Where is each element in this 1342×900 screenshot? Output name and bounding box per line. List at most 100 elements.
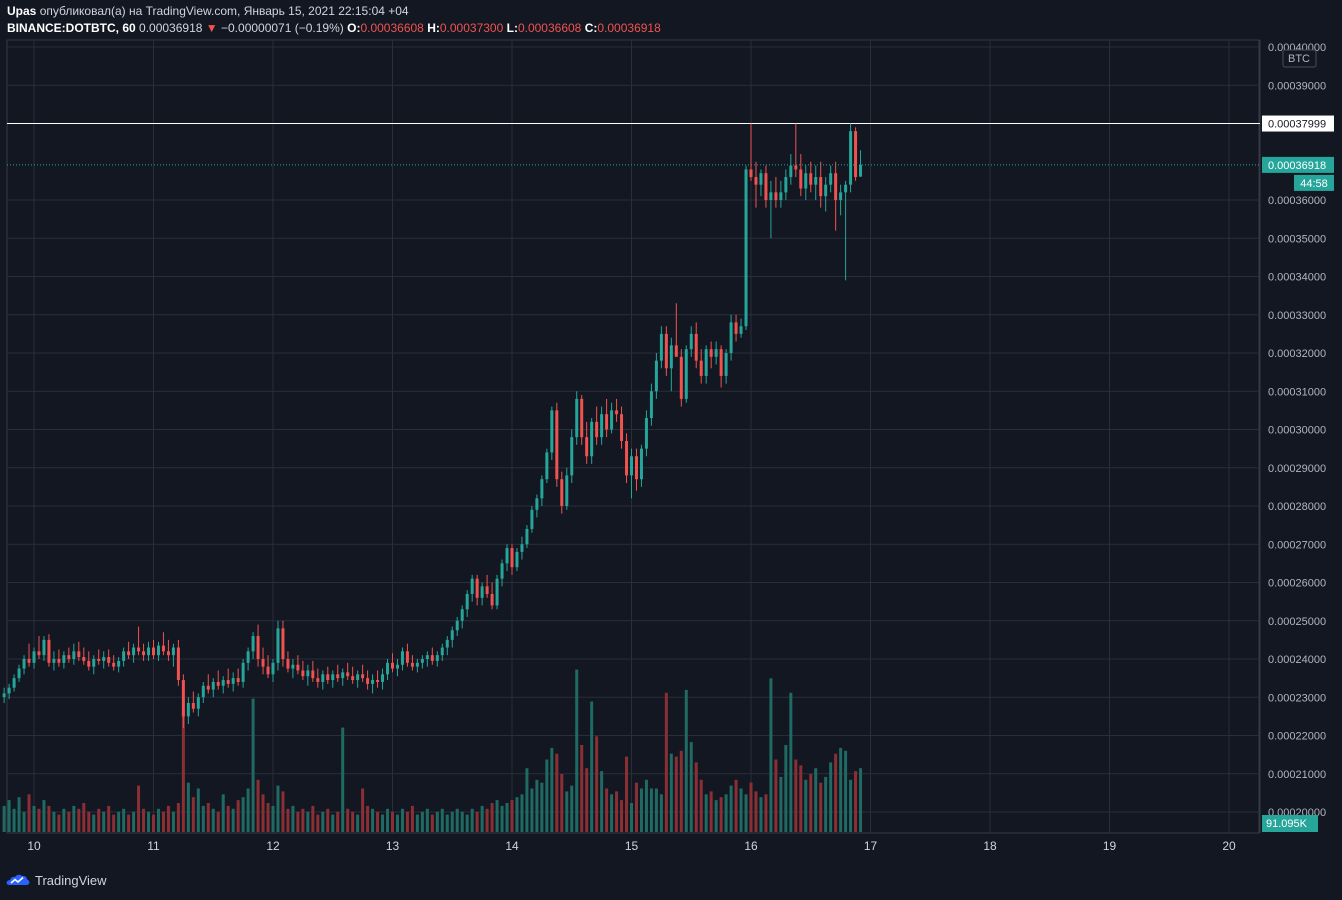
candle-body bbox=[639, 448, 643, 480]
candle-body bbox=[296, 664, 300, 671]
candle-body bbox=[311, 670, 315, 679]
volume-bar bbox=[122, 808, 126, 832]
volume-bar bbox=[445, 814, 449, 832]
candle-body bbox=[415, 662, 419, 667]
volume-bar bbox=[560, 774, 564, 832]
candle-body bbox=[132, 647, 136, 656]
candle-body bbox=[515, 551, 519, 568]
volume-bar bbox=[127, 814, 131, 832]
candle-body bbox=[391, 662, 394, 669]
low-label: L: bbox=[506, 21, 518, 35]
candle-body bbox=[470, 578, 474, 594]
candle-body bbox=[251, 636, 255, 652]
candle-body bbox=[600, 414, 604, 438]
tradingview-brand[interactable]: TradingView bbox=[35, 872, 107, 888]
candle-body bbox=[779, 192, 783, 200]
candle-body bbox=[610, 410, 614, 430]
volume-bar bbox=[256, 779, 260, 832]
volume-bar bbox=[321, 811, 325, 832]
candle-body bbox=[226, 680, 230, 684]
candle-body bbox=[605, 414, 609, 430]
candle-body bbox=[495, 578, 499, 606]
candle-body bbox=[395, 664, 399, 669]
volume-bar bbox=[415, 814, 419, 832]
symbol-legend: BINANCE:DOTBTC, 60 0.00036918 ▼ −0.00000… bbox=[7, 21, 661, 35]
candle-body bbox=[654, 360, 658, 392]
candle-body bbox=[809, 173, 813, 185]
volume-bar bbox=[171, 811, 175, 832]
x-tick-label: 13 bbox=[386, 839, 400, 853]
volume-bar bbox=[634, 782, 638, 832]
candle-body bbox=[644, 418, 648, 449]
candle-body bbox=[97, 659, 101, 661]
price-chart[interactable]: 0.000400000.000390000.000360000.00035000… bbox=[0, 0, 1342, 866]
candle-body bbox=[649, 391, 653, 419]
horizontal-line-label: 0.00037999 bbox=[1268, 119, 1326, 131]
symbol-name[interactable]: BINANCE:DOTBTC, 60 bbox=[7, 21, 136, 35]
volume-bar bbox=[854, 771, 858, 832]
candle-body bbox=[759, 173, 763, 185]
candle-body bbox=[22, 659, 26, 669]
author-name[interactable]: Upas bbox=[7, 4, 37, 18]
volume-bar bbox=[221, 794, 225, 832]
candle-body bbox=[72, 651, 76, 659]
candle-body bbox=[570, 437, 574, 476]
volume-bar bbox=[161, 811, 165, 832]
volume-bar bbox=[326, 808, 330, 832]
volume-bar bbox=[709, 791, 713, 832]
candle-body bbox=[535, 498, 539, 510]
volume-bar bbox=[610, 794, 614, 832]
volume-bar bbox=[625, 756, 629, 832]
candle-body bbox=[754, 177, 758, 185]
volume-bar bbox=[147, 811, 151, 832]
candle-body bbox=[196, 697, 200, 709]
volume-bar bbox=[341, 727, 345, 832]
volume-bar bbox=[376, 811, 380, 832]
volume-bar bbox=[67, 811, 71, 832]
candle-body bbox=[67, 655, 71, 659]
volume-bar bbox=[759, 797, 763, 832]
volume-bar bbox=[142, 808, 146, 832]
y-tick-label: 0.00034000 bbox=[1268, 272, 1326, 284]
volume-bar bbox=[550, 747, 554, 832]
volume-bar bbox=[664, 692, 668, 832]
volume-bar bbox=[490, 803, 494, 832]
candle-body bbox=[440, 647, 444, 656]
high-label: H: bbox=[427, 21, 440, 35]
candle-body bbox=[699, 360, 703, 376]
candle-body bbox=[659, 333, 663, 361]
plot-area bbox=[6, 39, 1260, 834]
volume-bar bbox=[500, 805, 504, 832]
volume-bar bbox=[540, 782, 544, 832]
candle-body bbox=[206, 685, 210, 690]
candle-body bbox=[764, 173, 768, 200]
candle-body bbox=[465, 593, 469, 610]
volume-bar bbox=[366, 805, 370, 832]
volume-bar bbox=[291, 805, 295, 832]
volume-bar bbox=[241, 797, 245, 832]
volume-bar bbox=[689, 742, 693, 832]
candle-body bbox=[679, 356, 683, 399]
volume-bar bbox=[774, 759, 778, 832]
candle-body bbox=[366, 678, 370, 684]
currency-badge bbox=[1282, 49, 1317, 68]
candle-body bbox=[181, 680, 185, 717]
candle-body bbox=[381, 674, 385, 682]
volume-bar bbox=[181, 710, 185, 832]
volume-bar bbox=[72, 805, 76, 832]
volume-bar bbox=[654, 788, 658, 832]
x-tick-label: 14 bbox=[505, 839, 519, 853]
volume-bar bbox=[311, 805, 315, 832]
candle-body bbox=[664, 333, 668, 369]
volume-bar bbox=[779, 776, 783, 832]
candle-body bbox=[709, 349, 713, 357]
volume-bar bbox=[694, 762, 698, 832]
volume-bar bbox=[545, 759, 549, 832]
currency-label: BTC bbox=[1288, 53, 1310, 65]
volume-bar bbox=[819, 782, 823, 832]
candle-body bbox=[689, 333, 693, 350]
candle-body bbox=[804, 173, 808, 189]
volume-bar bbox=[460, 811, 464, 832]
candle-body bbox=[545, 452, 549, 480]
candle-body bbox=[744, 169, 748, 327]
